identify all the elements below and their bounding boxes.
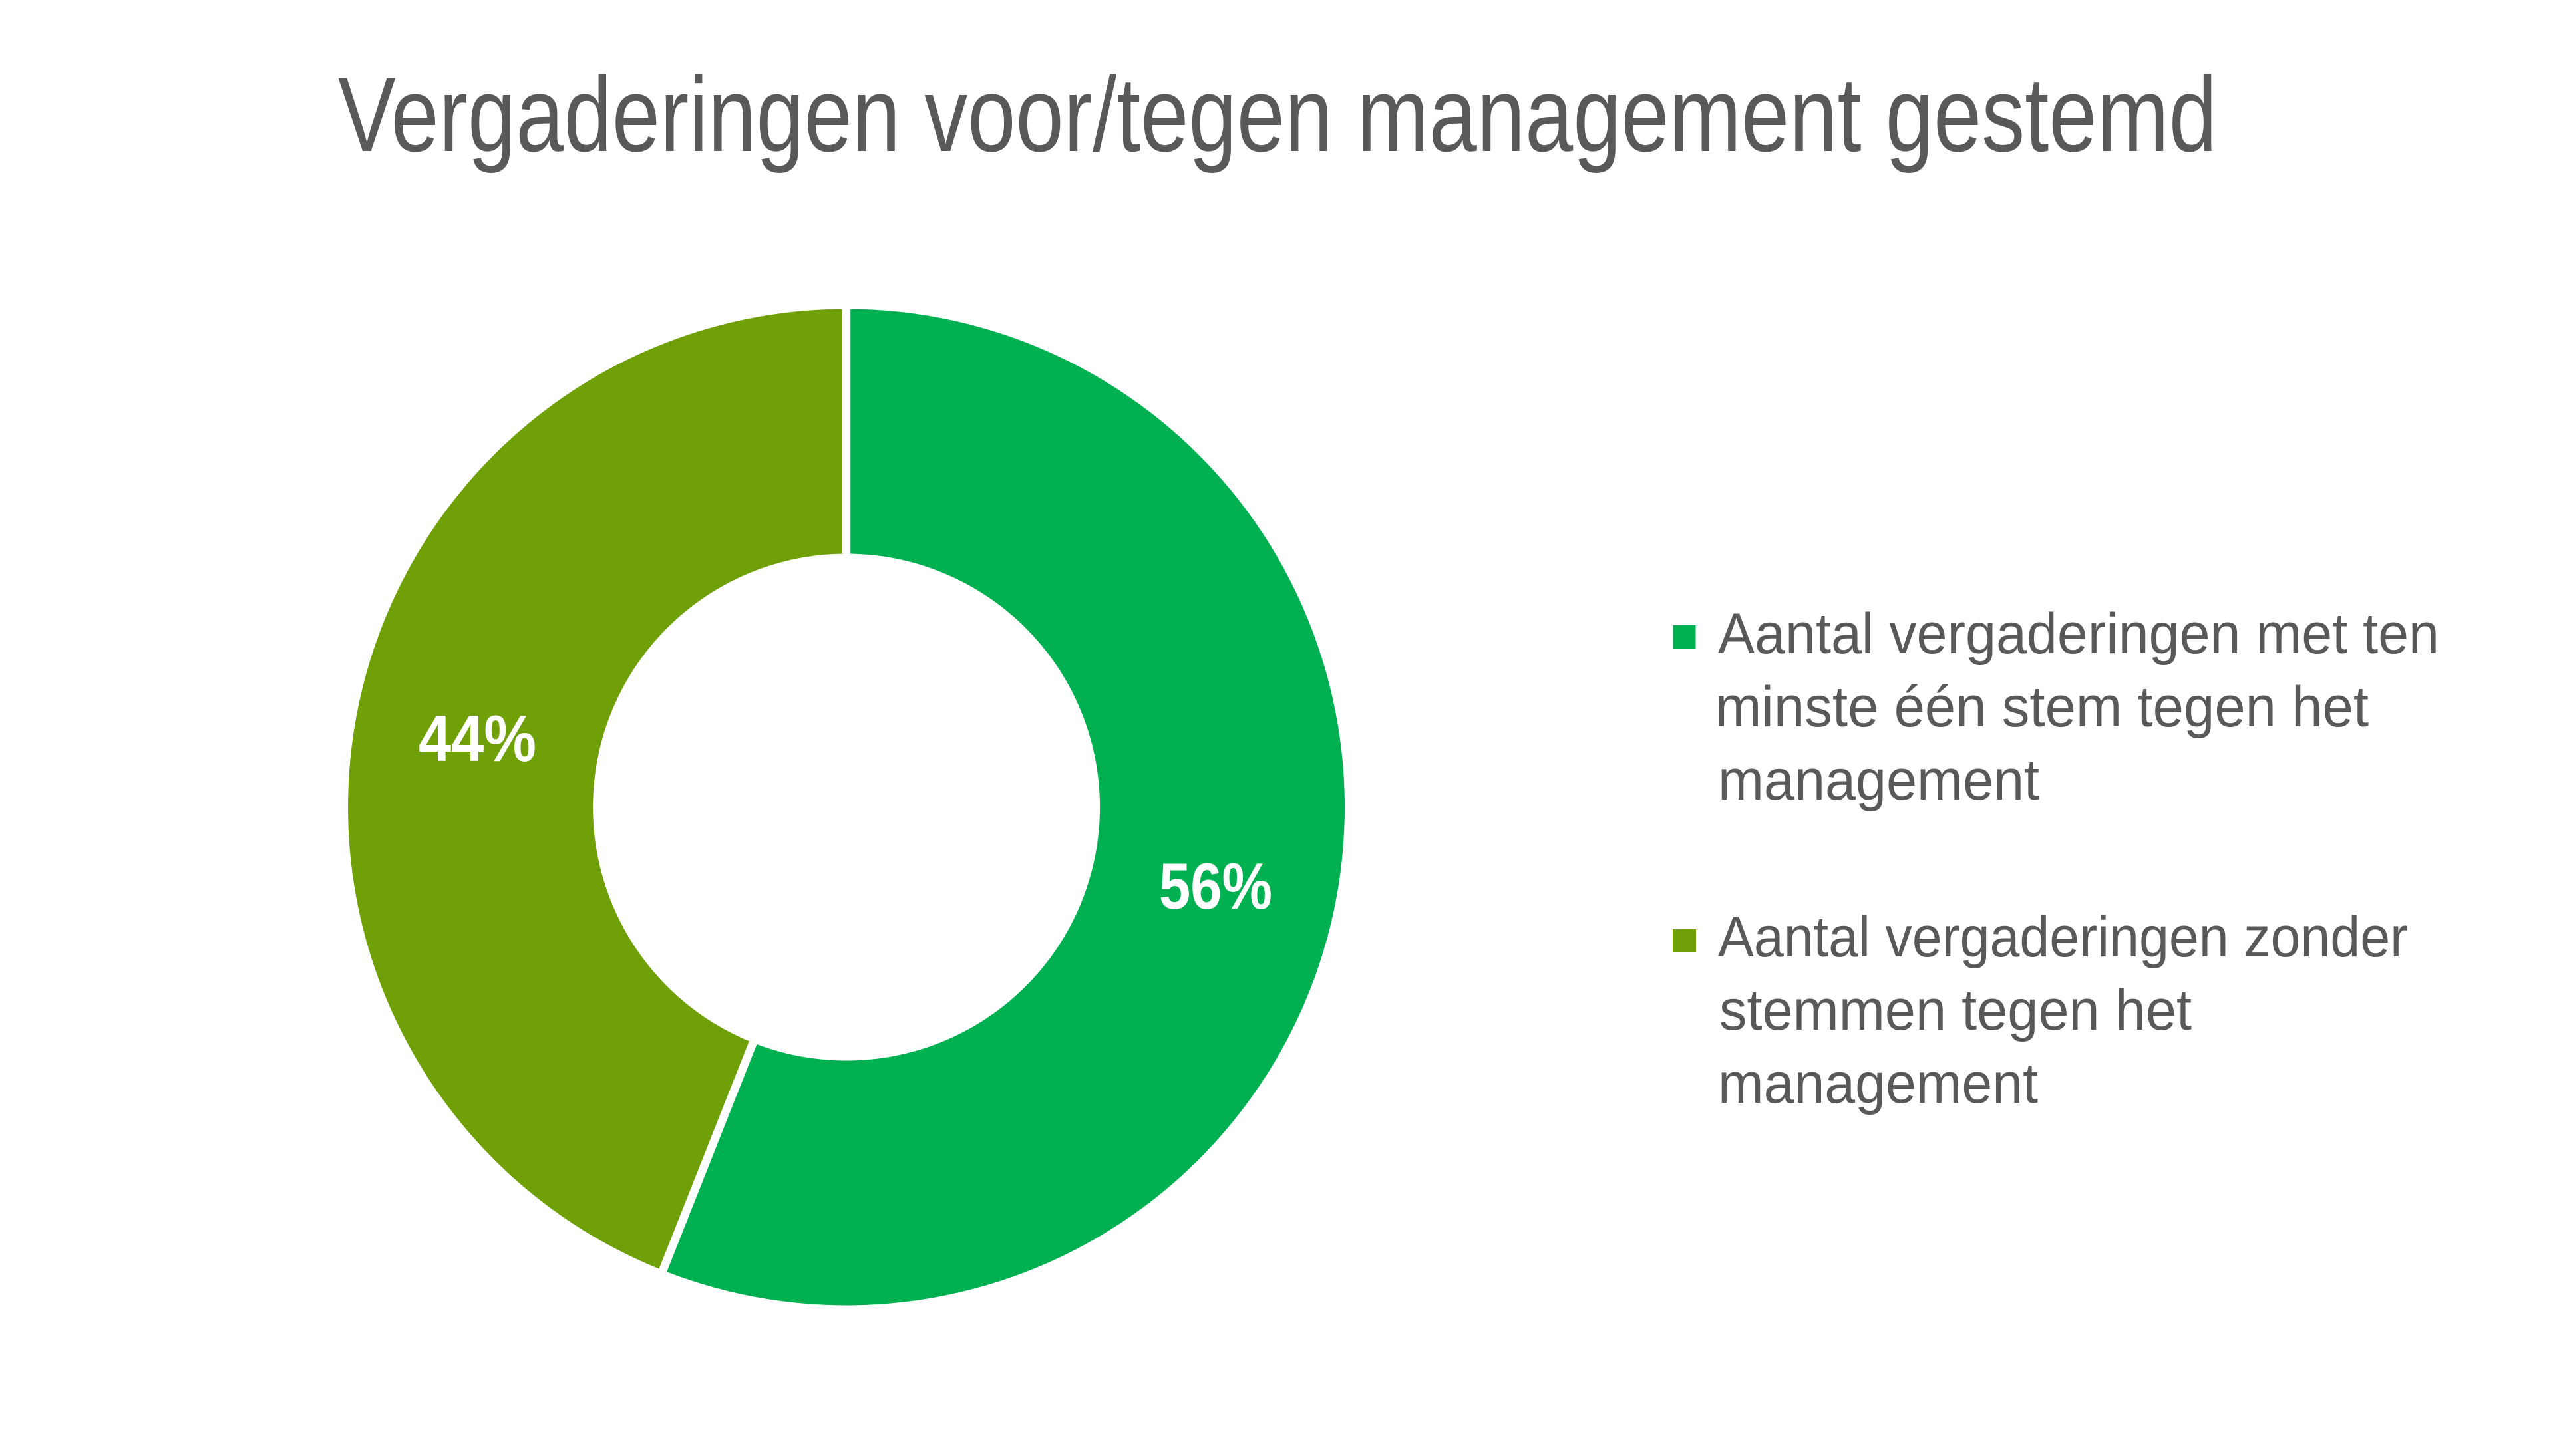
svg-text:44%: 44% (419, 702, 536, 775)
svg-text:Vergaderingen voor/tegen manag: Vergaderingen voor/tegen management gest… (338, 55, 2217, 174)
svg-text:minste één stem tegen het: minste één stem tegen het (1715, 675, 2369, 739)
svg-text:Aantal vergaderingen zonder: Aantal vergaderingen zonder (1718, 905, 2408, 969)
svg-text:management: management (1718, 1052, 2038, 1115)
svg-text:stemmen tegen het: stemmen tegen het (1719, 978, 2192, 1042)
svg-text:management: management (1718, 748, 2039, 812)
svg-text:56%: 56% (1159, 849, 1272, 923)
svg-text:Aantal vergaderingen met ten: Aantal vergaderingen met ten (1718, 602, 2439, 666)
